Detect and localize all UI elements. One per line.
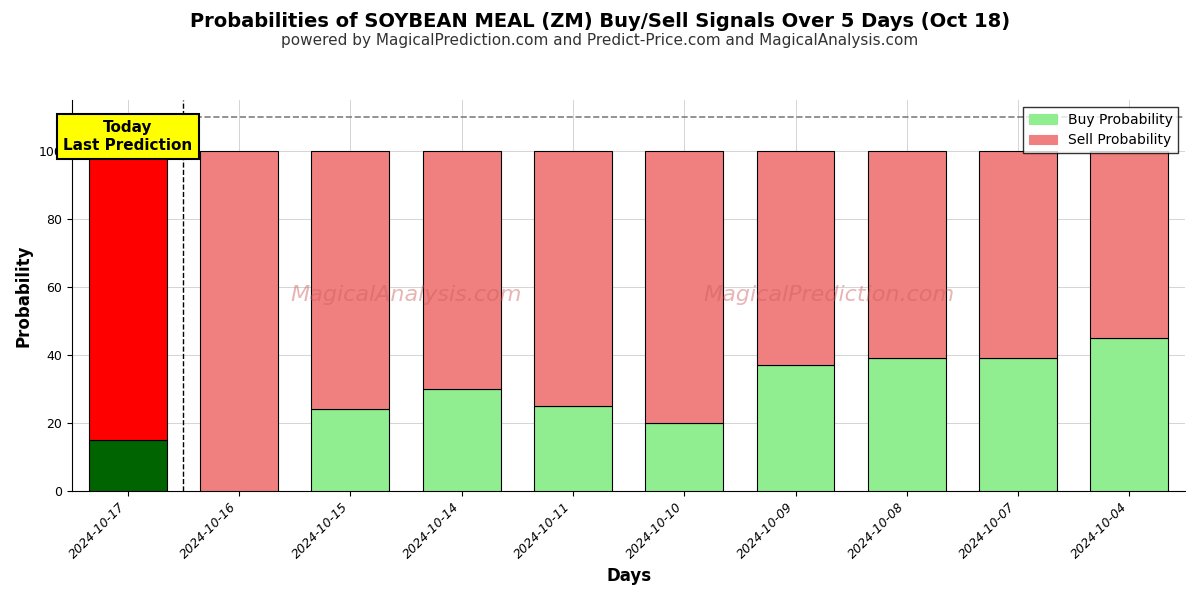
Bar bbox=[868, 358, 946, 491]
Bar bbox=[422, 389, 500, 491]
Bar bbox=[1091, 338, 1169, 491]
Bar bbox=[756, 151, 834, 365]
Bar bbox=[422, 151, 500, 389]
Bar bbox=[756, 365, 834, 491]
Text: powered by MagicalPrediction.com and Predict-Price.com and MagicalAnalysis.com: powered by MagicalPrediction.com and Pre… bbox=[281, 33, 919, 48]
Text: Probabilities of SOYBEAN MEAL (ZM) Buy/Sell Signals Over 5 Days (Oct 18): Probabilities of SOYBEAN MEAL (ZM) Buy/S… bbox=[190, 12, 1010, 31]
Bar bbox=[89, 151, 167, 440]
Bar bbox=[312, 409, 389, 491]
Legend: Buy Probability, Sell Probability: Buy Probability, Sell Probability bbox=[1024, 107, 1178, 153]
Bar bbox=[312, 151, 389, 409]
Bar bbox=[979, 358, 1057, 491]
Bar bbox=[534, 406, 612, 491]
Bar bbox=[979, 151, 1057, 358]
Text: MagicalPrediction.com: MagicalPrediction.com bbox=[703, 286, 954, 305]
Bar bbox=[534, 151, 612, 406]
X-axis label: Days: Days bbox=[606, 567, 652, 585]
Bar bbox=[646, 151, 724, 423]
Y-axis label: Probability: Probability bbox=[16, 244, 34, 347]
Bar bbox=[89, 440, 167, 491]
Text: MagicalAnalysis.com: MagicalAnalysis.com bbox=[290, 286, 522, 305]
Bar bbox=[646, 423, 724, 491]
Bar bbox=[1091, 151, 1169, 338]
Bar bbox=[200, 151, 278, 491]
Bar bbox=[868, 151, 946, 358]
Text: Today
Last Prediction: Today Last Prediction bbox=[64, 121, 192, 153]
